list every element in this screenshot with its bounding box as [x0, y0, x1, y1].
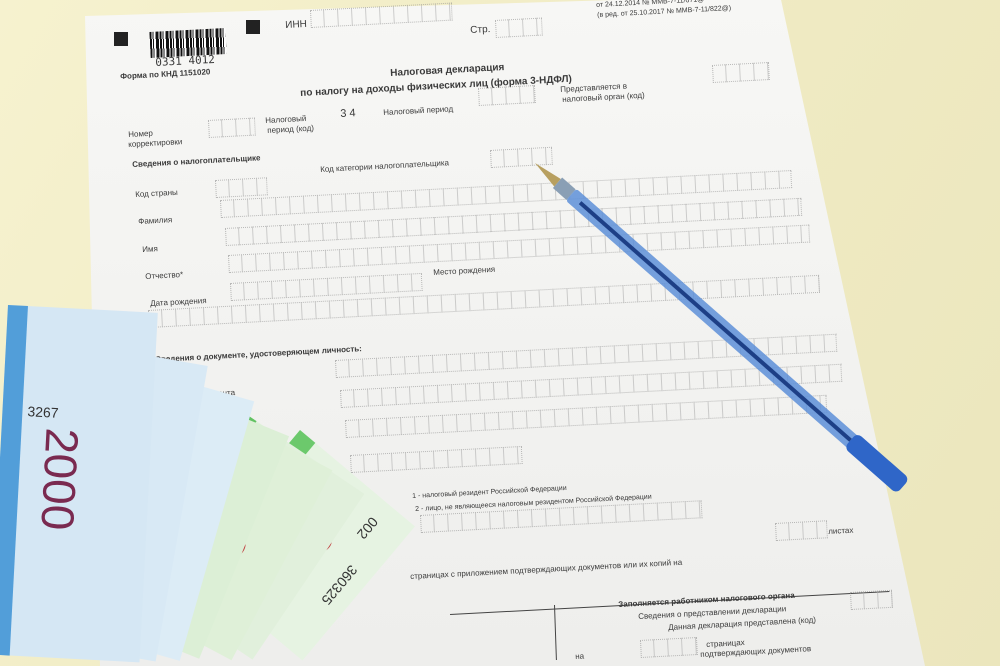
form-marker: [114, 32, 128, 46]
note-serial: 3267: [27, 403, 59, 421]
note-denomination: 2000: [31, 427, 88, 532]
pen-ink-tube: [578, 201, 852, 442]
pen-tip-icon: [535, 163, 561, 187]
pen-cap: [846, 435, 908, 492]
form-marker: [246, 20, 260, 34]
pen-grip: [552, 177, 576, 200]
blue-note: 2000 3267: [0, 305, 158, 663]
